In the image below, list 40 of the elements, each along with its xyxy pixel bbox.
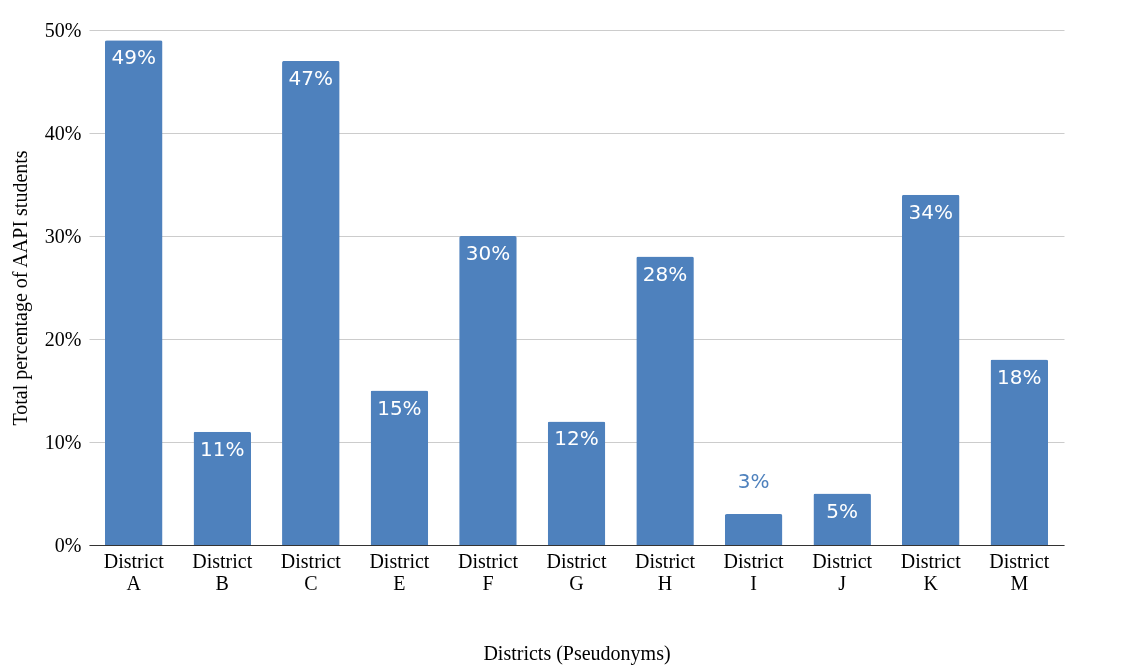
data-label: 5% [826,498,859,523]
data-label: 11% [200,436,245,461]
y-axis-title: Total percentage of AAPI students [8,150,32,426]
bar [990,359,1049,545]
x-axis-title: Districts (Pseudonyms) [483,641,671,665]
bar [193,431,252,545]
data-label: 28% [642,261,688,286]
data-label: 12% [554,426,599,451]
bar [459,236,517,545]
data-label: 47% [288,65,334,90]
x-tick-label: District K [900,549,962,594]
data-label: 30% [465,241,511,265]
y-tick-label: 0% [54,533,82,556]
data-label: 34% [908,199,953,224]
x-tick-label: District I [723,549,785,594]
x-tick-label: District E [369,549,430,594]
x-tick-label: District G [546,549,607,594]
y-tick-label: 40% [44,121,82,144]
bar [547,421,606,545]
y-tick-label: 10% [44,430,82,453]
data-label: 18% [997,364,1042,389]
data-label: 3% [737,469,770,494]
x-tick-label: District F [457,549,519,594]
x-tick-label: District A [103,549,165,594]
bar [724,514,783,545]
bar [901,194,960,545]
bar [104,40,163,545]
data-label: 15% [377,395,422,420]
y-tick-label: 30% [44,224,82,247]
data-label: 49% [111,45,156,70]
y-tick-label: 20% [44,327,82,350]
x-tick-label: District B [192,549,253,594]
x-tick-label: District M [989,549,1050,594]
x-tick-label: District H [635,549,696,594]
bar [370,390,429,545]
x-tick-label: District J [812,549,873,594]
bar [282,60,340,545]
bar [636,256,694,545]
y-tick-label: 50% [44,18,82,41]
x-tick-label: District C [280,549,342,594]
